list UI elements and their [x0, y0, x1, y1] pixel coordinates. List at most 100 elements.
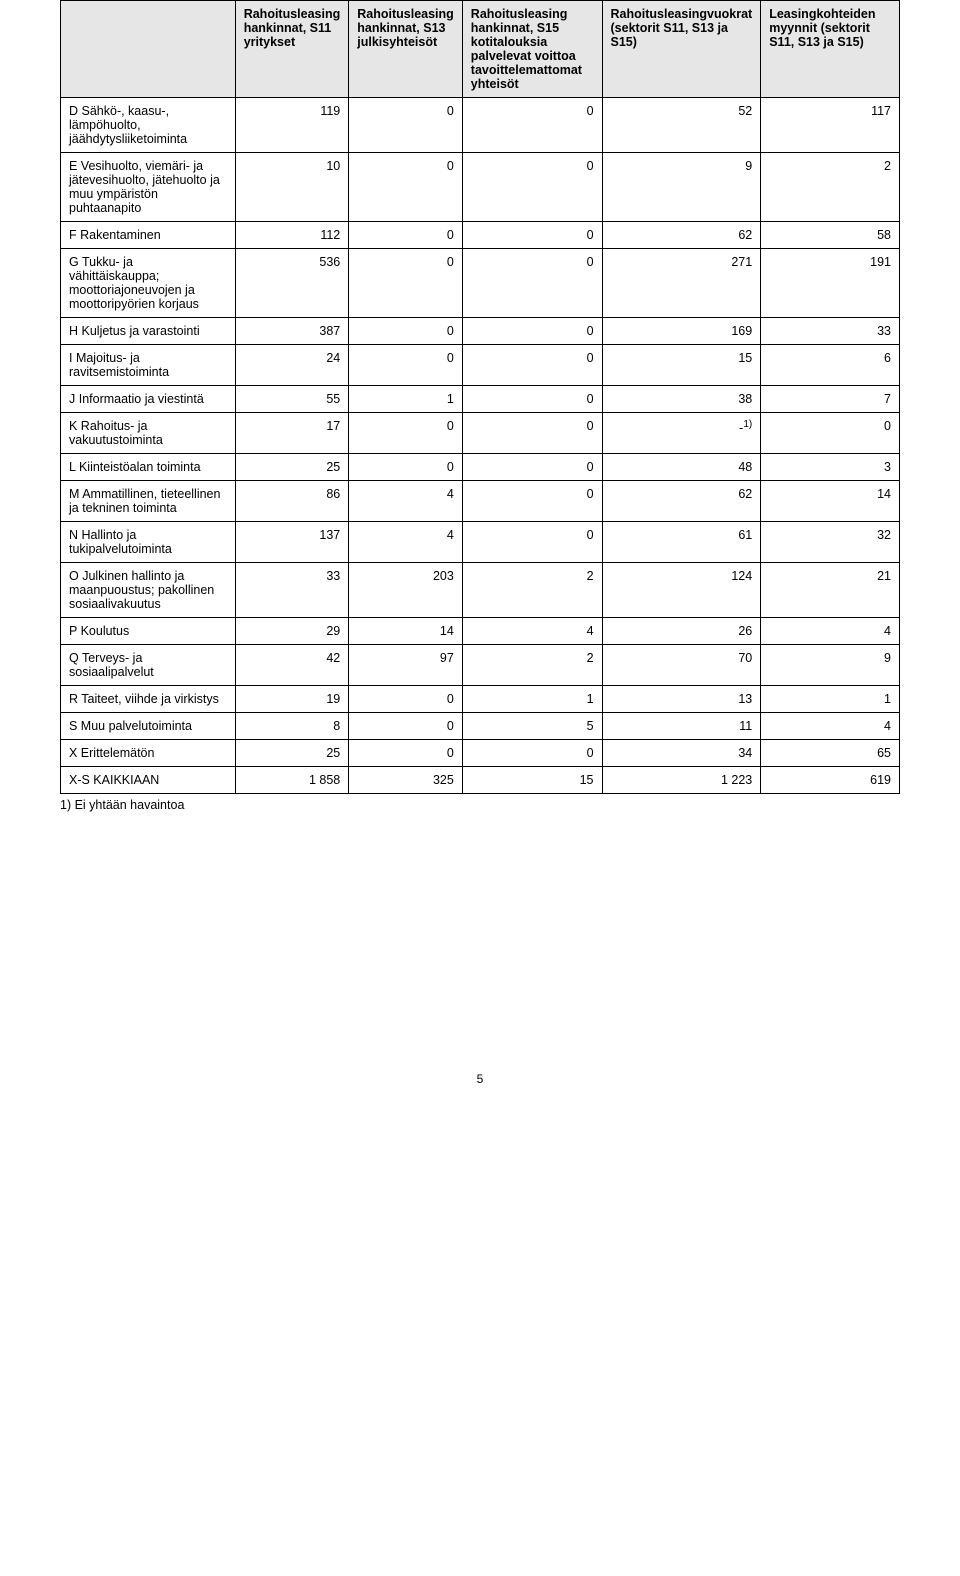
leasing-table: Rahoitusleasing hankinnat, S11 yritykset…: [60, 0, 900, 794]
cell: 24: [235, 345, 349, 386]
table-row: N Hallinto ja tukipalvelutoiminta1374061…: [61, 522, 900, 563]
row-label: I Majoitus- ja ravitsemistoiminta: [61, 345, 236, 386]
cell: 0: [462, 153, 602, 222]
table-row: X Erittelemätön25003465: [61, 740, 900, 767]
cell: 2: [462, 645, 602, 686]
cell: 6: [761, 345, 900, 386]
cell: 4: [349, 481, 463, 522]
table-row: J Informaatio ja viestintä5510387: [61, 386, 900, 413]
cell: 14: [349, 618, 463, 645]
footnote: 1) Ei yhtään havaintoa: [60, 798, 900, 812]
cell: 14: [761, 481, 900, 522]
cell: 619: [761, 767, 900, 794]
cell: 0: [462, 98, 602, 153]
cell: 5: [462, 713, 602, 740]
header-col-2: Rahoitusleasing hankinnat, S13 julkisyht…: [349, 1, 463, 98]
cell: 0: [349, 318, 463, 345]
row-label: R Taiteet, viihde ja virkistys: [61, 686, 236, 713]
cell: 61: [602, 522, 761, 563]
cell: 0: [462, 386, 602, 413]
table-body: D Sähkö-, kaasu-, lämpöhuolto, jäähdytys…: [61, 98, 900, 794]
cell: -1): [602, 413, 761, 454]
cell: 52: [602, 98, 761, 153]
cell: 0: [349, 153, 463, 222]
table-row: H Kuljetus ja varastointi3870016933: [61, 318, 900, 345]
cell: 13: [602, 686, 761, 713]
cell: 62: [602, 481, 761, 522]
cell: 0: [462, 481, 602, 522]
cell: 124: [602, 563, 761, 618]
cell: 2: [761, 153, 900, 222]
header-col-3: Rahoitusleasing hankinnat, S15 kotitalou…: [462, 1, 602, 98]
row-label: N Hallinto ja tukipalvelutoiminta: [61, 522, 236, 563]
cell: 112: [235, 222, 349, 249]
table-row: M Ammatillinen, tieteellinen ja tekninen…: [61, 481, 900, 522]
cell: 0: [349, 222, 463, 249]
cell: 0: [349, 345, 463, 386]
row-label: E Vesihuolto, viemäri- ja jätevesihuolto…: [61, 153, 236, 222]
footnote-mark: 1): [743, 419, 752, 430]
cell: 48: [602, 454, 761, 481]
table-header-row: Rahoitusleasing hankinnat, S11 yritykset…: [61, 1, 900, 98]
cell: 0: [349, 686, 463, 713]
cell: 10: [235, 153, 349, 222]
cell: 70: [602, 645, 761, 686]
cell: 0: [462, 454, 602, 481]
row-label: L Kiinteistöalan toiminta: [61, 454, 236, 481]
row-label: H Kuljetus ja varastointi: [61, 318, 236, 345]
cell: 2: [462, 563, 602, 618]
cell: 4: [761, 618, 900, 645]
row-label: X-S KAIKKIAAN: [61, 767, 236, 794]
cell: 62: [602, 222, 761, 249]
cell: 137: [235, 522, 349, 563]
cell: 119: [235, 98, 349, 153]
header-col-4: Rahoitusleasingvuokrat (sektorit S11, S1…: [602, 1, 761, 98]
cell: 65: [761, 740, 900, 767]
row-label: G Tukku- ja vähittäiskauppa; moottoriajo…: [61, 249, 236, 318]
cell: 29: [235, 618, 349, 645]
cell: 26: [602, 618, 761, 645]
header-col-5: Leasingkohteiden myynnit (sektorit S11, …: [761, 1, 900, 98]
cell: 0: [349, 740, 463, 767]
cell: 0: [349, 454, 463, 481]
cell: 17: [235, 413, 349, 454]
cell: 8: [235, 713, 349, 740]
cell: 1 223: [602, 767, 761, 794]
table-row: I Majoitus- ja ravitsemistoiminta2400156: [61, 345, 900, 386]
cell: 0: [462, 318, 602, 345]
table-row: R Taiteet, viihde ja virkistys1901131: [61, 686, 900, 713]
row-label: P Koulutus: [61, 618, 236, 645]
table-row: O Julkinen hallinto ja maanpuoustus; pak…: [61, 563, 900, 618]
cell: 0: [761, 413, 900, 454]
table-row: F Rakentaminen112006258: [61, 222, 900, 249]
row-label: O Julkinen hallinto ja maanpuoustus; pak…: [61, 563, 236, 618]
cell: 33: [761, 318, 900, 345]
cell: 0: [462, 522, 602, 563]
cell: 1 858: [235, 767, 349, 794]
table-row: X-S KAIKKIAAN1 858325151 223619: [61, 767, 900, 794]
cell: 25: [235, 454, 349, 481]
cell: 0: [349, 249, 463, 318]
row-label: X Erittelemätön: [61, 740, 236, 767]
cell: 4: [462, 618, 602, 645]
cell: 32: [761, 522, 900, 563]
header-rowlabel: [61, 1, 236, 98]
row-label: M Ammatillinen, tieteellinen ja tekninen…: [61, 481, 236, 522]
cell: 9: [602, 153, 761, 222]
cell: 7: [761, 386, 900, 413]
cell: 11: [602, 713, 761, 740]
cell: 0: [462, 740, 602, 767]
cell: 55: [235, 386, 349, 413]
cell: 117: [761, 98, 900, 153]
cell: 4: [349, 522, 463, 563]
cell: 4: [761, 713, 900, 740]
cell: 0: [462, 413, 602, 454]
cell: 25: [235, 740, 349, 767]
cell: 0: [462, 249, 602, 318]
cell: 19: [235, 686, 349, 713]
cell: 0: [349, 98, 463, 153]
cell: 387: [235, 318, 349, 345]
cell: 34: [602, 740, 761, 767]
cell: 15: [602, 345, 761, 386]
cell: 169: [602, 318, 761, 345]
